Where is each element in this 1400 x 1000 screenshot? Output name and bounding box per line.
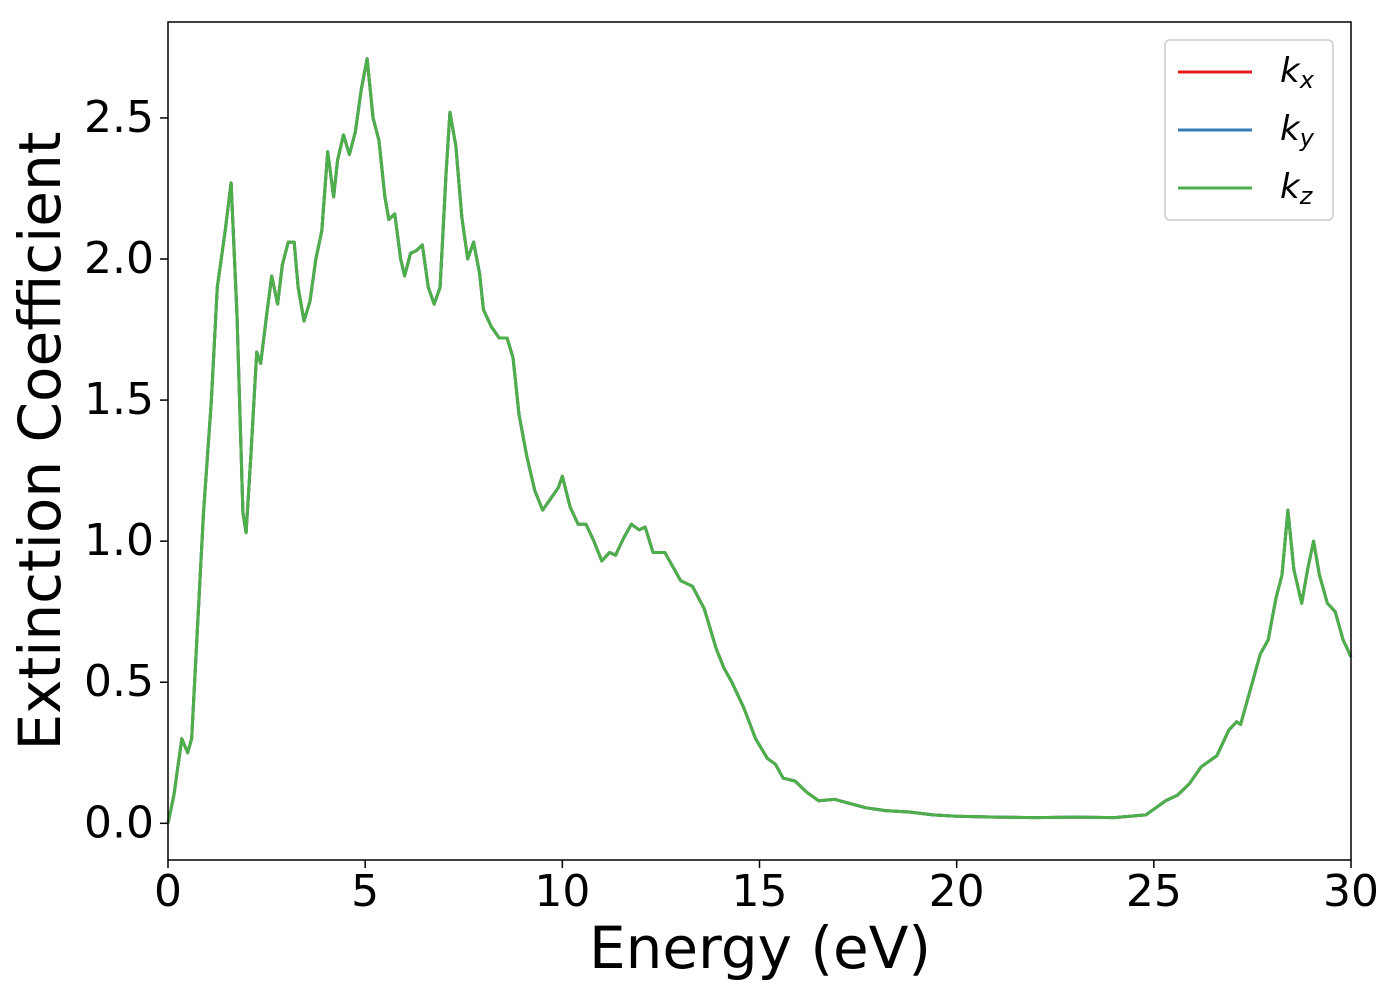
y-axis-label: Extinction Coefficient: [6, 132, 74, 751]
x-tick-label: 0: [154, 866, 182, 917]
x-tick-label: 10: [534, 866, 590, 917]
legend: kx ky kz: [1164, 39, 1334, 221]
y-tick-label: 0.0: [84, 797, 154, 848]
x-tick-label: 30: [1323, 866, 1379, 917]
series-line: [166, 57, 1353, 824]
legend-label: kz: [1280, 167, 1314, 211]
x-tick-label: 25: [1126, 866, 1182, 917]
plot-frame: [167, 21, 1352, 861]
y-tick-label: 2.5: [84, 92, 154, 143]
y-tick-label: 2.0: [84, 233, 154, 284]
x-tick-label: 5: [351, 866, 379, 917]
legend-label: ky: [1280, 109, 1315, 153]
x-tick-label: 15: [732, 866, 788, 917]
legend-label: kx: [1280, 51, 1315, 95]
y-tick-label: 1.0: [84, 515, 154, 566]
y-tick-label: 1.5: [84, 374, 154, 425]
x-axis-label: Energy (eV): [589, 914, 931, 982]
x-tick-label: 20: [929, 866, 985, 917]
y-tick-label: 0.5: [84, 656, 154, 707]
